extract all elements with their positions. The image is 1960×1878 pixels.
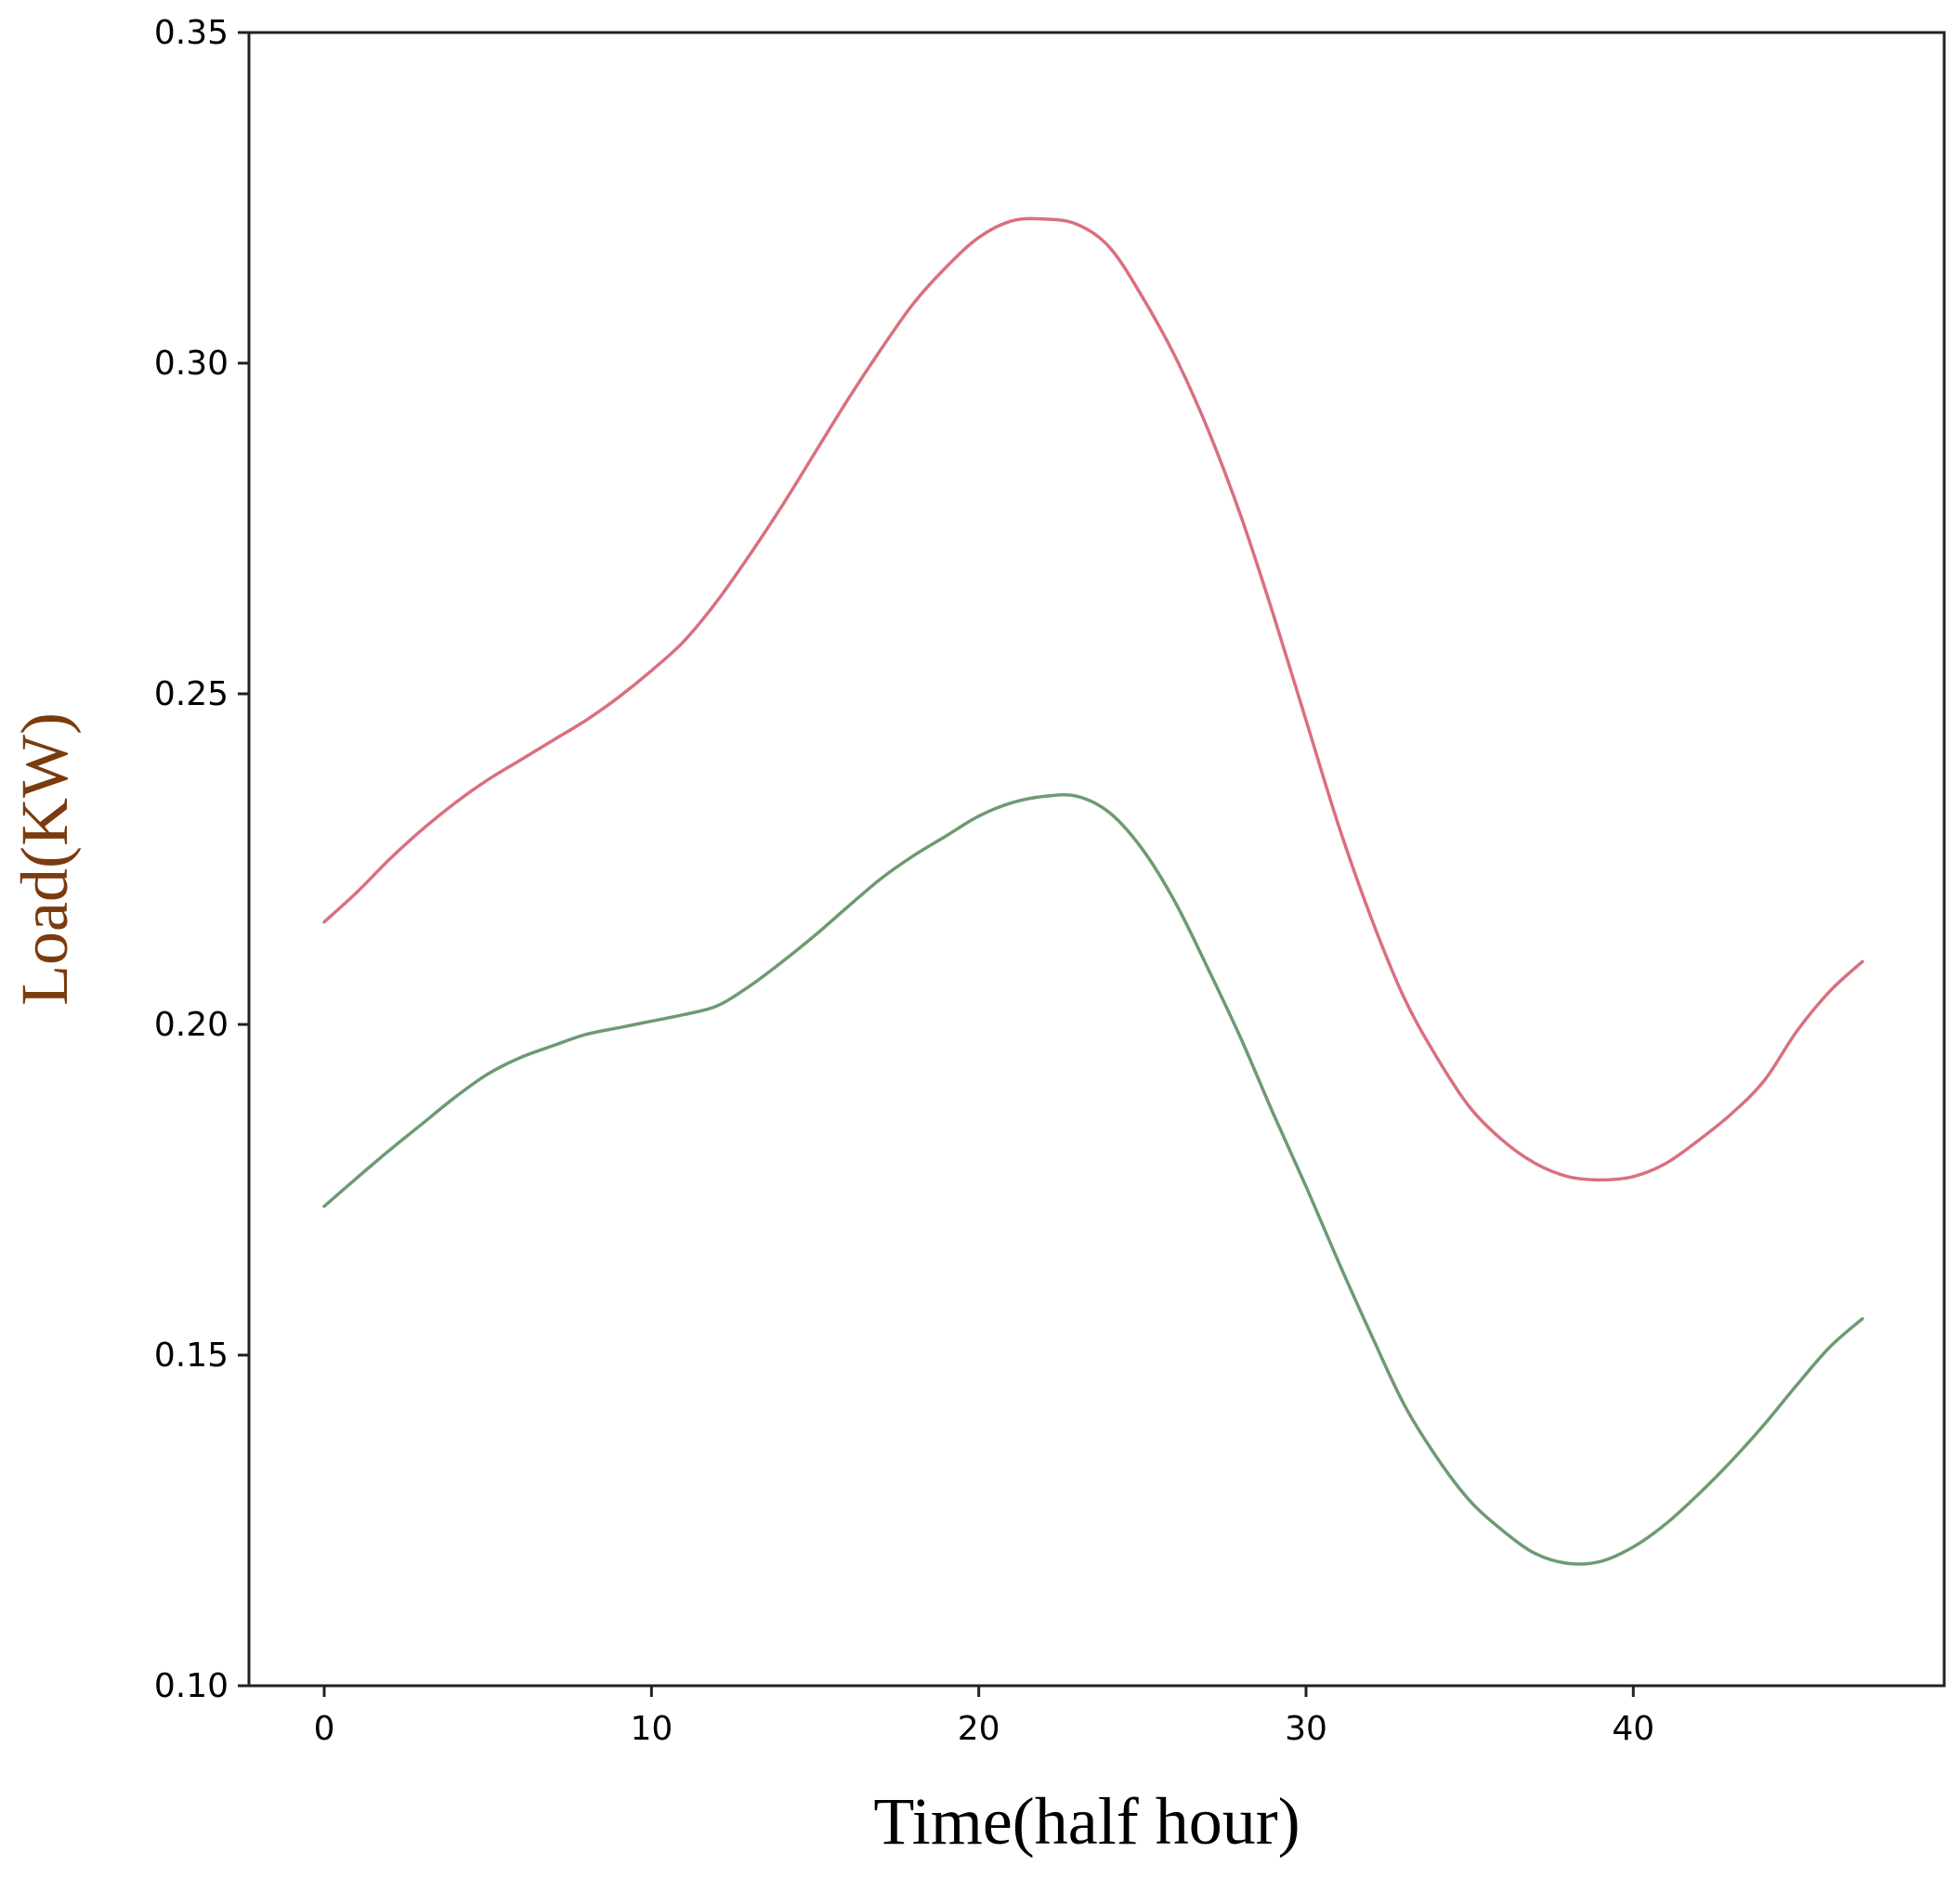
y-tick-label: 0.25 [154,675,229,713]
series-line-1 [322,216,1864,1182]
y-tick-label: 0.30 [154,345,229,383]
x-tick-label: 0 [314,1710,335,1748]
y-tick-label: 0.35 [154,14,229,52]
x-axis-ticks: 0 10 20 30 40 [314,1686,1654,1748]
x-tick-label: 30 [1285,1710,1327,1748]
x-tick-label: 40 [1612,1710,1654,1748]
plot-area [247,31,1946,1688]
y-tick-label: 0.20 [154,1006,229,1044]
x-tick-label: 10 [630,1710,673,1748]
y-axis-label: Load(KW) [7,712,82,1006]
x-axis-label: Time(half hour) [873,1784,1300,1858]
y-axis-ticks: 0.10 0.15 0.20 0.25 0.30 0.35 [154,14,249,1705]
series-layer [322,216,1864,1566]
series-line-2 [322,792,1864,1566]
y-tick-label: 0.10 [154,1667,229,1705]
y-tick-label: 0.15 [154,1337,229,1375]
x-tick-label: 20 [958,1710,1000,1748]
